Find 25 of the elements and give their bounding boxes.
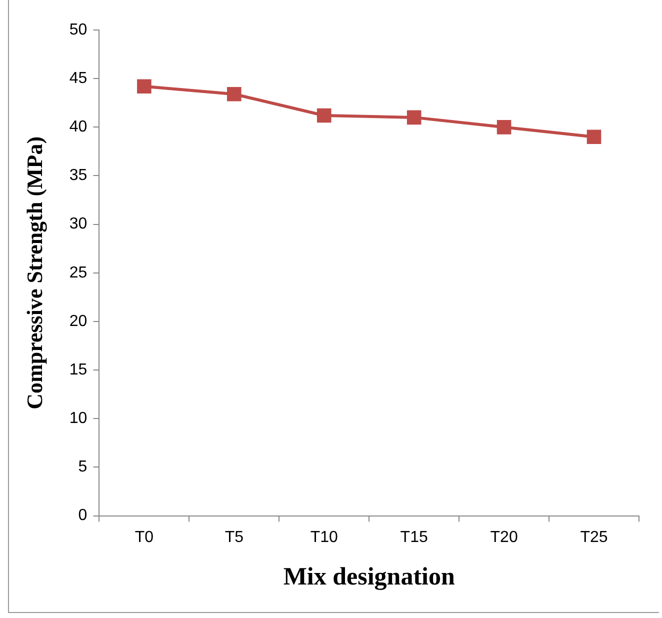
x-axis-title: Mix designation	[283, 563, 455, 590]
y-tick-label: 10	[69, 410, 88, 428]
y-tick-label: 40	[69, 118, 88, 136]
point	[586, 130, 602, 144]
y-tick-label: 45	[69, 70, 88, 87]
y-tick-label: 15	[69, 361, 88, 378]
y-tick-label: 5	[78, 458, 88, 476]
y-tick-label: 50	[69, 21, 88, 38]
x-tick-label: T10	[310, 528, 338, 546]
point	[137, 79, 152, 94]
point	[316, 108, 332, 123]
y-tick-label: 30	[69, 216, 88, 233]
point	[496, 120, 512, 134]
x-tick-label: T25	[580, 528, 608, 546]
y-tick-label: 35	[69, 167, 88, 184]
y-tick-label: 0	[78, 507, 88, 524]
y-tick-label: 20	[69, 312, 88, 330]
y-tick-label: 25	[69, 264, 88, 282]
x-tick-label: T20	[490, 528, 518, 546]
point	[406, 110, 422, 125]
x-tick-label: T0	[134, 528, 154, 546]
x-tick-label: T5	[224, 528, 244, 546]
y-axis-title: Compressive Strength (MPa)	[22, 136, 47, 410]
x-tick-label: T15	[400, 528, 428, 546]
point	[226, 86, 242, 102]
